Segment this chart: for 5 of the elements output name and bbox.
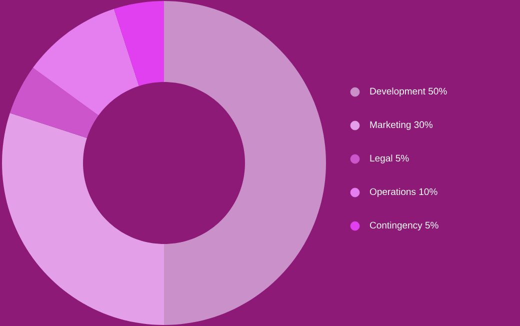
legend-label: Contingency 5% — [370, 222, 438, 230]
legend-label: Marketing 30% — [370, 121, 433, 130]
legend-label: Operations 10% — [370, 188, 438, 197]
legend-label: Development 50% — [370, 88, 447, 96]
legend-label: Legal 5% — [370, 154, 409, 164]
